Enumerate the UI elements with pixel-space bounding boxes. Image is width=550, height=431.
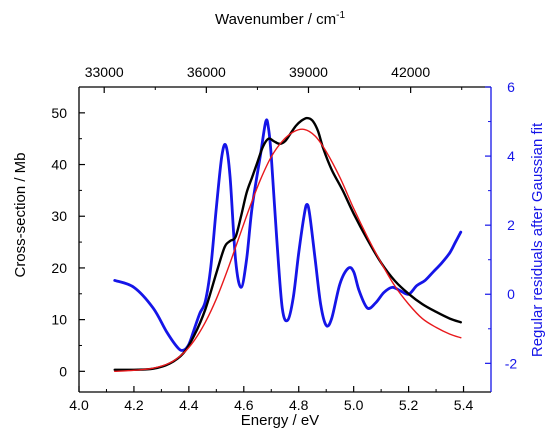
series-line-red (114, 128, 462, 373)
y2-tick-label: 4 (507, 148, 515, 164)
x-tick-label: 4.8 (289, 397, 309, 413)
x-tick-label: 4.4 (179, 397, 199, 413)
x2-axis-title-sup: -1 (336, 10, 345, 21)
y-tick-label: 40 (51, 157, 67, 173)
y2-tick-label: 2 (507, 217, 515, 233)
y-axis-title: Cross-section / Mb (12, 152, 29, 277)
series-layer (113, 116, 463, 373)
y-tick-label: 20 (51, 260, 67, 276)
x2-tick-label: 33000 (85, 64, 124, 80)
x-tick-label: 4.2 (124, 397, 144, 413)
x-tick-label: 5.4 (454, 397, 474, 413)
x-tick-label: 5.2 (399, 397, 419, 413)
x-tick-label: 4.6 (234, 397, 254, 413)
y-tick-label: 50 (51, 105, 67, 121)
x2-tick-label: 39000 (289, 64, 328, 80)
x-tick-label: 4.0 (69, 397, 89, 413)
x2-axis-title-main: Wavenumber / cm (215, 11, 336, 28)
y-tick-label: 30 (51, 208, 67, 224)
y2-tick-label: 0 (507, 286, 515, 302)
series-line-blue (113, 118, 463, 352)
y2-tick-label: -2 (505, 355, 518, 371)
axes-frame (78, 86, 492, 393)
x-tick-label: 5.0 (344, 397, 364, 413)
ticks-layer: 4.0 4.2 4.4 4.6 4.8 5.0 5.2 5.4 0 10 20 30 40 50 -2 0 2 4… (51, 64, 517, 413)
y-tick-label: 10 (51, 312, 67, 328)
y-tick-label: 0 (59, 363, 67, 379)
y2-tick-label: 6 (507, 79, 515, 95)
y2-axis-title: Regular residuals after Gaussian fit (529, 122, 546, 357)
x2-tick-label: 42000 (391, 64, 430, 80)
x2-tick-label: 36000 (187, 64, 226, 80)
x2-axis-title: Wavenumber / cm-1 (215, 10, 345, 28)
x-axis-title: Energy / eV (241, 412, 319, 429)
